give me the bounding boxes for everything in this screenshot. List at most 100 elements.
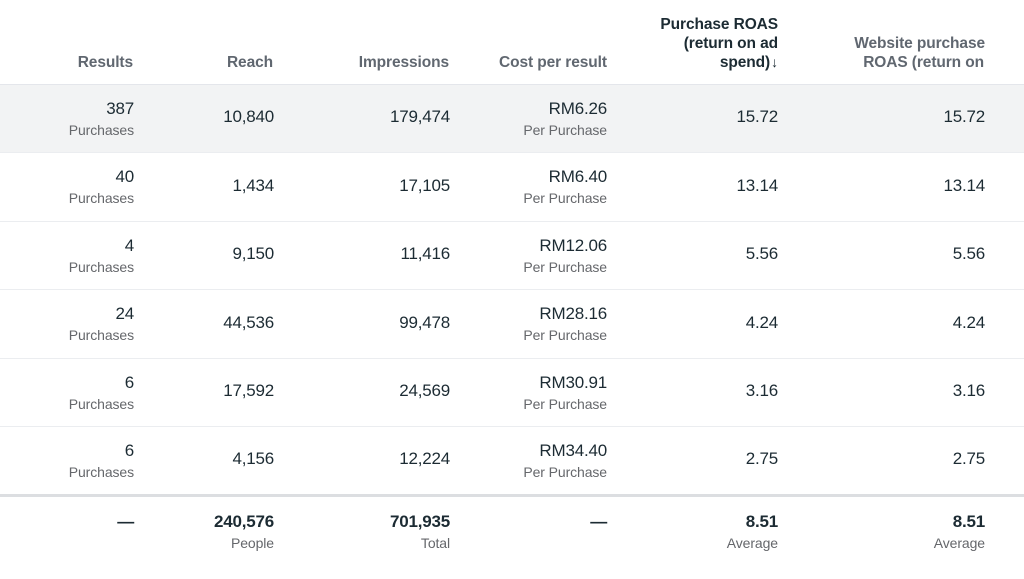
cell-impressions: 24,569	[313, 358, 489, 427]
cell-website-purchase-roas: 4.24	[817, 289, 1024, 359]
cell-value: 2.75	[745, 449, 778, 469]
table-row[interactable]: 40 Purchases 1,434 17,105 RM6.40 Per Pur…	[0, 152, 1024, 222]
column-header-purchase-roas[interactable]: Purchase ROAS (return on ad spend)↓	[646, 0, 817, 85]
cell-subtext: Purchases	[68, 121, 134, 138]
cell-impressions: 179,474	[313, 84, 489, 153]
column-header-label: Results	[77, 53, 133, 71]
cell-subtext: Total	[420, 534, 450, 551]
cell-purchase-roas: 13.14	[646, 152, 817, 222]
cell-value: 15.72	[943, 107, 985, 127]
cell-cost-per-result: RM30.91 Per Purchase	[489, 358, 646, 427]
cell-website-purchase-roas: 2.75	[817, 426, 1024, 496]
cell-value: 6	[124, 372, 134, 392]
cell-impressions: 99,478	[313, 289, 489, 359]
sort-arrow-icon	[607, 54, 608, 70]
cell-reach: 1,434	[173, 152, 313, 222]
cell-impressions: 17,105	[313, 152, 489, 222]
table-row[interactable]: 4 Purchases 9,150 11,416 RM12.06 Per Pur…	[0, 221, 1024, 290]
sort-arrow-icon	[449, 54, 450, 70]
column-header-cost-per-result[interactable]: Cost per result	[489, 0, 646, 85]
cell-subtext: Purchases	[68, 258, 134, 275]
cell-value: 24,569	[399, 381, 450, 401]
table-row[interactable]: 6 Purchases 4,156 12,224 RM34.40 Per Pur…	[0, 426, 1024, 496]
cell-subtext: Per Purchase	[523, 258, 607, 275]
cell-subtext: Purchases	[68, 463, 134, 480]
column-header-label: Reach	[226, 53, 273, 71]
cell-value: 8.51	[745, 511, 778, 531]
cell-value: 6	[124, 440, 134, 460]
cell-value: 179,474	[389, 107, 450, 127]
cell-reach: 17,592	[173, 358, 313, 427]
cell-purchase-roas: 3.16	[646, 358, 817, 427]
summary-row: — 240,576 People 701,935 Total — 8.51	[0, 493, 1024, 579]
cell-results: 4 Purchases	[0, 221, 173, 290]
cell-value: 11,416	[400, 244, 450, 264]
cell-value: 4	[124, 235, 134, 255]
column-header-reach[interactable]: Reach	[173, 0, 313, 85]
cell-results: 6 Purchases	[0, 426, 173, 496]
cell-value: —	[117, 511, 134, 531]
table-body: 387 Purchases 10,840 179,474 RM6.26 Per …	[0, 84, 1024, 496]
cell-value: RM12.06	[539, 235, 607, 255]
cell-value: 99,478	[399, 312, 450, 332]
cell-value: 387	[106, 98, 134, 118]
cell-value: 24	[115, 304, 134, 324]
summary-cell-website-purchase-roas: 8.51 Average	[817, 493, 1024, 579]
column-header-label: Impressions	[358, 53, 449, 71]
cell-value: RM6.40	[548, 167, 608, 187]
cell-impressions: 11,416	[313, 221, 489, 290]
cell-reach: 10,840	[173, 84, 313, 153]
sort-arrow-icon	[273, 54, 274, 70]
cell-results: 387 Purchases	[0, 84, 173, 153]
table-row[interactable]: 387 Purchases 10,840 179,474 RM6.26 Per …	[0, 84, 1024, 153]
cell-purchase-roas: 15.72	[646, 84, 817, 153]
cell-subtext: Purchases	[68, 327, 134, 344]
cell-value: —	[590, 511, 607, 531]
summary-cell-purchase-roas: 8.51 Average	[646, 493, 817, 579]
cell-value: 15.72	[736, 107, 778, 127]
header-row: Results Reach Impressions Cost per resul…	[0, 0, 1024, 85]
table-header: Results Reach Impressions Cost per resul…	[0, 0, 1024, 85]
column-header-website-purchase-roas[interactable]: Website purchase ROAS (return on	[817, 0, 1024, 85]
cell-value: 4.24	[952, 312, 985, 332]
cell-value: 44,536	[223, 312, 274, 332]
table-row[interactable]: 6 Purchases 17,592 24,569 RM30.91 Per Pu…	[0, 358, 1024, 427]
cell-value: 2.75	[952, 449, 985, 469]
cell-purchase-roas: 4.24	[646, 289, 817, 359]
cell-value: 13.14	[736, 175, 778, 195]
cell-value: 5.56	[745, 244, 778, 264]
cell-value: 3.16	[745, 381, 778, 401]
cell-value: RM30.91	[539, 372, 607, 392]
cell-value: RM34.40	[539, 440, 607, 460]
table-row[interactable]: 24 Purchases 44,536 99,478 RM28.16 Per P…	[0, 289, 1024, 359]
cell-reach: 4,156	[173, 426, 313, 496]
column-header-label: Cost per result	[499, 53, 607, 71]
summary-cell-impressions: 701,935 Total	[313, 493, 489, 579]
cell-value: 13.14	[943, 175, 985, 195]
cell-value: RM28.16	[539, 304, 607, 324]
column-header-results[interactable]: Results	[0, 0, 173, 85]
sort-arrow-icon	[984, 54, 985, 70]
cell-purchase-roas: 5.56	[646, 221, 817, 290]
cell-subtext: Per Purchase	[523, 463, 607, 480]
cell-results: 6 Purchases	[0, 358, 173, 427]
cell-cost-per-result: RM34.40 Per Purchase	[489, 426, 646, 496]
cell-cost-per-result: RM6.26 Per Purchase	[489, 84, 646, 153]
table-summary: — 240,576 People 701,935 Total — 8.51	[0, 493, 1024, 579]
cell-subtext: Average	[933, 534, 985, 551]
cell-website-purchase-roas: 5.56	[817, 221, 1024, 290]
cell-value: 4,156	[232, 449, 274, 469]
cell-website-purchase-roas: 13.14	[817, 152, 1024, 222]
summary-cell-reach: 240,576 People	[173, 493, 313, 579]
summary-cell-results: —	[0, 493, 173, 579]
cell-value: 3.16	[952, 381, 985, 401]
column-header-label: Website purchase ROAS (return on	[854, 34, 985, 71]
column-header-impressions[interactable]: Impressions	[313, 0, 489, 85]
cell-subtext: Per Purchase	[523, 190, 607, 207]
cell-cost-per-result: RM12.06 Per Purchase	[489, 221, 646, 290]
cell-impressions: 12,224	[313, 426, 489, 496]
cell-subtext: Per Purchase	[523, 121, 607, 138]
cell-value: 12,224	[399, 449, 450, 469]
